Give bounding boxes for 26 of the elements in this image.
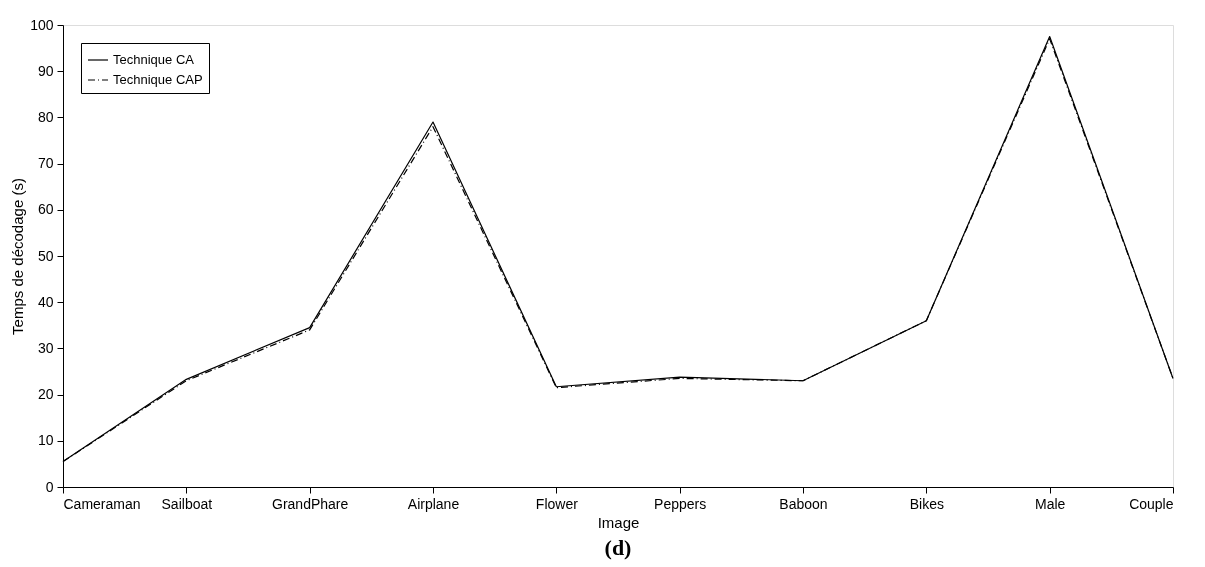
- y-tick-label: 60: [37, 201, 54, 218]
- y-tick-label: 80: [37, 108, 54, 125]
- x-tick-label: Male: [1034, 495, 1066, 512]
- x-tick-label: Cameraman: [63, 495, 141, 512]
- y-axis-title: Temps de décodage (s): [9, 178, 27, 335]
- x-tick-label: Peppers: [654, 495, 707, 512]
- x-tick-label: Airplane: [407, 495, 460, 512]
- y-tick-label: 50: [37, 247, 54, 264]
- text: (d): [604, 535, 632, 560]
- y-tick-label: 90: [37, 62, 54, 79]
- x-tick-label: GrandPhare: [272, 495, 349, 512]
- x-axis-title: Image: [597, 513, 640, 531]
- y-tick-label: 10: [37, 432, 54, 449]
- x-tick-label: Flower: [535, 495, 579, 512]
- x-tick-label: Couple: [1129, 495, 1174, 512]
- x-tick-label: Bikes: [909, 495, 944, 512]
- y-tick-label: 70: [37, 155, 54, 172]
- y-tick-label: 100: [30, 16, 54, 33]
- x-tick-label: Baboon: [779, 495, 828, 512]
- y-tick-label: 30: [37, 339, 54, 356]
- y-tick-label: 40: [37, 293, 54, 310]
- legend-label: Technique CA: [113, 52, 195, 67]
- legend-label: Technique CAP: [113, 72, 203, 87]
- x-tick-label: Sailboat: [161, 495, 213, 512]
- y-tick-label: 20: [37, 386, 54, 403]
- y-tick-label: 0: [45, 478, 54, 495]
